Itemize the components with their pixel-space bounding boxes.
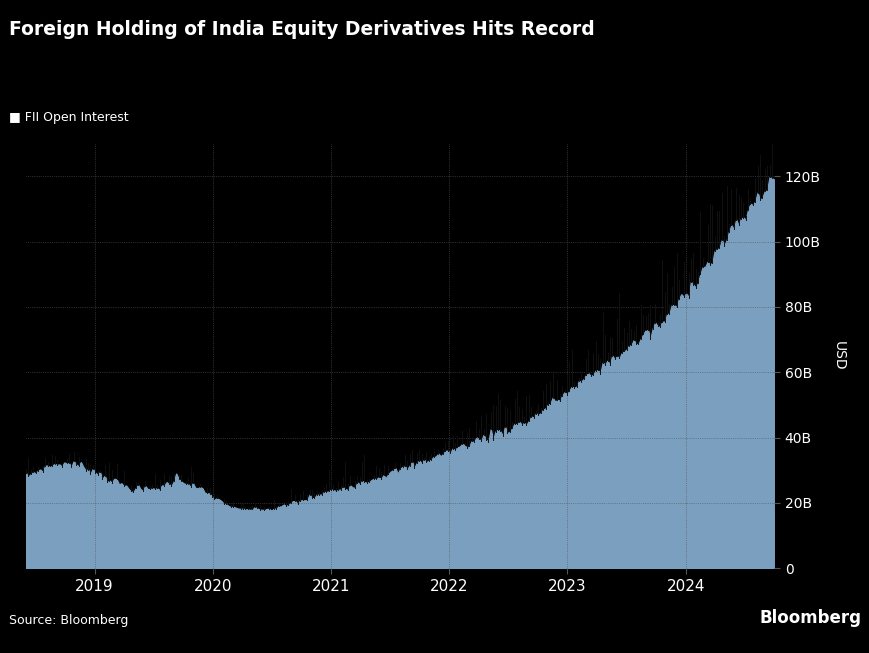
Text: ■ FII Open Interest: ■ FII Open Interest [9,111,129,124]
Text: Bloomberg: Bloomberg [759,609,860,627]
Text: Source: Bloomberg: Source: Bloomberg [9,614,128,627]
Y-axis label: USD: USD [831,341,845,371]
Text: Foreign Holding of India Equity Derivatives Hits Record: Foreign Holding of India Equity Derivati… [9,20,594,39]
